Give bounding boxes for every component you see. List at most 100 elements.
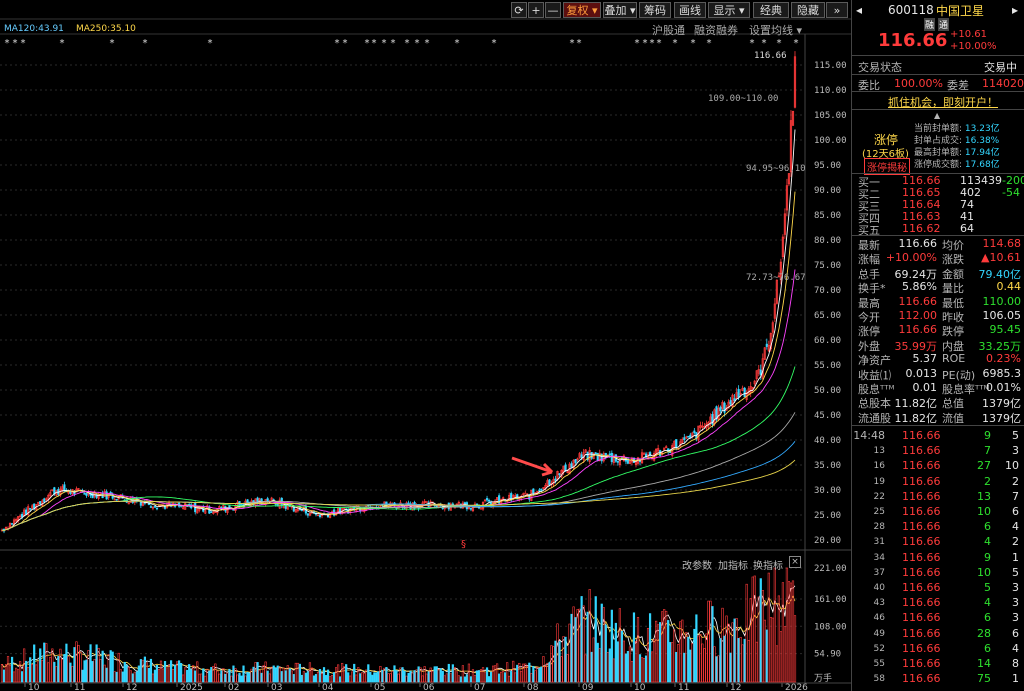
hk-connect-link[interactable]: 沪股通 bbox=[652, 24, 685, 37]
volume-bar bbox=[560, 656, 563, 683]
volume-bar bbox=[355, 674, 358, 683]
order-price: 116.62 bbox=[902, 222, 941, 235]
switch-indicator-button[interactable]: 换指标 bbox=[753, 561, 783, 572]
chart-area[interactable]: 115.00 110.00 105.00 100.00 95.00 90.00 85.00 8… bbox=[0, 0, 851, 691]
ma250-label: MA250:35.10 bbox=[76, 24, 136, 34]
price-axis-label: 110.00 bbox=[814, 86, 847, 96]
event-star-icon[interactable]: * bbox=[342, 38, 349, 49]
volume-axis-label: 221.00 bbox=[814, 564, 847, 574]
event-star-icon[interactable]: * bbox=[793, 38, 800, 49]
event-star-icon[interactable]: * bbox=[690, 38, 697, 49]
volume-bar bbox=[81, 669, 84, 683]
close-icon[interactable]: × bbox=[789, 556, 801, 568]
month-label: 10 bbox=[28, 683, 40, 691]
change-params-button[interactable]: 改参数 bbox=[682, 561, 712, 572]
event-star-icon[interactable]: * bbox=[672, 38, 679, 49]
candle-body bbox=[95, 494, 98, 498]
refresh-icon[interactable]: ⟳ bbox=[511, 2, 527, 18]
stat-label: PE(动) bbox=[942, 368, 976, 382]
limit-up-secret-button[interactable]: 涨停揭秘 bbox=[864, 158, 910, 175]
event-star-icon[interactable]: * bbox=[381, 38, 388, 49]
prev-stock-icon[interactable]: ◂ bbox=[856, 3, 863, 17]
volume-bar bbox=[570, 613, 573, 683]
open-account-banner[interactable]: 抓住机会，即刻开户！ bbox=[888, 96, 998, 109]
candle-body bbox=[31, 505, 34, 509]
candle-body bbox=[10, 523, 14, 525]
candle-body bbox=[14, 519, 18, 522]
event-star-icon[interactable]: * bbox=[569, 38, 576, 49]
candle-body bbox=[685, 436, 688, 439]
zoom-out-button[interactable]: — bbox=[545, 2, 561, 18]
volume-bar bbox=[115, 671, 118, 683]
event-star-icon[interactable]: * bbox=[404, 38, 411, 49]
event-star-icon[interactable]: * bbox=[390, 38, 397, 49]
event-star-icon[interactable]: * bbox=[776, 38, 783, 49]
tick-row: 19 116.66 2 2 bbox=[852, 475, 1024, 490]
event-star-icon[interactable]: * bbox=[649, 38, 656, 49]
event-star-icon[interactable]: * bbox=[424, 38, 431, 49]
stat-value: 69.24万 bbox=[894, 267, 938, 281]
volume-bar bbox=[489, 671, 493, 683]
event-star-icon[interactable]: * bbox=[642, 38, 649, 49]
volume-bar bbox=[393, 665, 396, 683]
fuquan-dropdown[interactable]: 复权 ▾ bbox=[563, 2, 601, 18]
event-star-icon[interactable]: * bbox=[634, 38, 641, 49]
event-star-icon[interactable]: * bbox=[59, 38, 66, 49]
volume-bar bbox=[498, 673, 501, 683]
order-book-row[interactable]: 买四 116.63 41 bbox=[852, 210, 1024, 225]
chips-button[interactable]: 筹码 bbox=[639, 2, 671, 18]
event-star-icon[interactable]: * bbox=[142, 38, 149, 49]
order-book-row[interactable]: 买三 116.64 74 bbox=[852, 198, 1024, 213]
price-axis-label: 75.00 bbox=[814, 261, 841, 271]
volume-bar bbox=[57, 656, 60, 683]
volume-bar bbox=[89, 644, 92, 683]
volume-bar bbox=[441, 670, 444, 683]
event-star-icon[interactable]: * bbox=[4, 38, 11, 49]
volume-bar bbox=[200, 673, 203, 683]
event-star-icon[interactable]: * bbox=[454, 38, 461, 49]
next-stock-icon[interactable]: ▸ bbox=[1012, 3, 1019, 17]
zoom-in-button[interactable]: + bbox=[528, 2, 544, 18]
collapse-icon[interactable]: ▲ bbox=[934, 111, 941, 120]
event-star-icon[interactable]: * bbox=[749, 38, 756, 49]
volume-bar bbox=[326, 669, 330, 683]
stat-value: 11.82亿 bbox=[894, 411, 938, 425]
ma-settings-link[interactable]: 设置均线 ▾ bbox=[749, 24, 803, 37]
overlay-dropdown[interactable]: 叠加 ▾ bbox=[603, 2, 637, 18]
margin-trading-link[interactable]: 融资融券 bbox=[694, 24, 738, 37]
add-indicator-button[interactable]: 加指标 bbox=[718, 561, 748, 572]
event-star-icon[interactable]: * bbox=[371, 38, 378, 49]
volume-bar bbox=[514, 672, 517, 683]
event-star-icon[interactable]: * bbox=[20, 38, 27, 49]
candle-body bbox=[103, 490, 106, 497]
tick-time: 31 bbox=[873, 537, 885, 548]
volume-bar bbox=[761, 589, 764, 683]
event-star-icon[interactable]: * bbox=[761, 38, 768, 49]
event-star-icon[interactable]: * bbox=[109, 38, 116, 49]
draw-line-button[interactable]: 画线 bbox=[674, 2, 706, 18]
event-star-icon[interactable]: * bbox=[576, 38, 583, 49]
ma-line bbox=[1, 191, 796, 532]
candle-body bbox=[693, 430, 696, 433]
event-star-icon[interactable]: * bbox=[207, 38, 214, 49]
order-book-row[interactable]: 买二 116.65 402 -54 bbox=[852, 186, 1024, 201]
order-book-row[interactable]: 买五 116.62 64 bbox=[852, 222, 1024, 237]
band-annotation-1: 109.00~110.00 bbox=[708, 94, 779, 104]
event-star-icon[interactable]: * bbox=[12, 38, 19, 49]
event-star-icon[interactable]: * bbox=[414, 38, 421, 49]
volume-bar bbox=[594, 596, 597, 683]
event-star-icon[interactable]: * bbox=[491, 38, 498, 49]
volume-bar bbox=[379, 666, 382, 683]
event-star-icon[interactable]: * bbox=[706, 38, 713, 49]
classic-button[interactable]: 经典 bbox=[753, 2, 789, 18]
hide-button[interactable]: 隐藏 bbox=[791, 2, 825, 18]
display-dropdown[interactable]: 显示 ▾ bbox=[708, 2, 750, 18]
candle-body bbox=[576, 458, 579, 461]
event-star-icon[interactable]: * bbox=[656, 38, 663, 49]
order-book-row[interactable]: 买一 116.66 113439 -200 bbox=[852, 174, 1024, 189]
event-star-icon[interactable]: * bbox=[334, 38, 341, 49]
volume-bar bbox=[234, 668, 237, 683]
expand-right-icon[interactable]: » bbox=[826, 2, 848, 18]
volume-bar bbox=[506, 662, 509, 683]
event-star-icon[interactable]: * bbox=[364, 38, 371, 49]
